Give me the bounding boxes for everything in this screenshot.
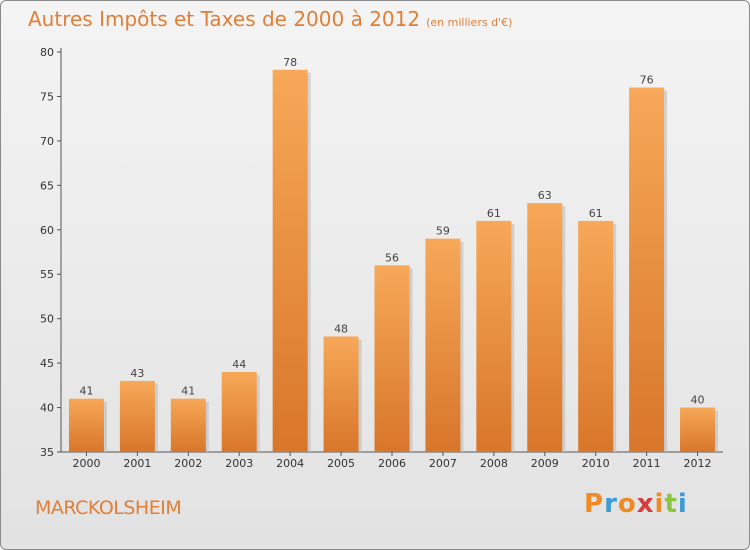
x-tick-label: 2006 xyxy=(378,457,406,470)
bar xyxy=(680,407,716,452)
x-tick-label: 2007 xyxy=(429,457,457,470)
x-tick-label: 2000 xyxy=(72,457,100,470)
bar xyxy=(374,265,410,452)
value-label: 59 xyxy=(436,225,450,238)
bar xyxy=(629,87,665,453)
x-tick-label: 2003 xyxy=(225,457,253,470)
value-label: 48 xyxy=(334,322,348,335)
logo-letter: i xyxy=(654,489,665,519)
logo-letter: P xyxy=(584,489,605,519)
value-label: 44 xyxy=(232,358,246,371)
chart-title-text: Autres Impôts et Taxes de 2000 à 2012 xyxy=(28,7,421,31)
y-tick-label: 75 xyxy=(40,90,54,103)
bar xyxy=(170,398,206,452)
x-tick-label: 2008 xyxy=(480,457,508,470)
bar xyxy=(476,220,512,452)
location-name: MARCKOLSHEIM xyxy=(35,497,182,519)
y-tick-label: 65 xyxy=(40,179,54,192)
value-label: 63 xyxy=(538,189,552,202)
x-tick-label: 2012 xyxy=(684,457,712,470)
value-label: 41 xyxy=(79,385,93,398)
bar xyxy=(68,398,104,452)
bar xyxy=(323,336,359,452)
value-label: 56 xyxy=(385,251,399,264)
proxiti-logo[interactable]: Proxiti xyxy=(584,489,688,519)
x-tick-label: 2005 xyxy=(327,457,355,470)
bar xyxy=(119,380,155,452)
x-tick-label: 2001 xyxy=(123,457,151,470)
bar xyxy=(272,69,308,453)
bar xyxy=(425,238,461,452)
y-tick-label: 80 xyxy=(40,46,54,59)
value-label: 61 xyxy=(589,207,603,220)
bar xyxy=(527,203,563,452)
logo-letter: i xyxy=(677,489,688,519)
y-tick-label: 70 xyxy=(40,135,54,148)
y-tick-label: 50 xyxy=(40,313,54,326)
y-tick-label: 55 xyxy=(40,268,54,281)
logo-letter: t xyxy=(664,489,678,519)
value-label: 43 xyxy=(130,367,144,380)
y-tick-label: 40 xyxy=(40,402,54,415)
x-tick-label: 2004 xyxy=(276,457,304,470)
bar xyxy=(221,372,257,452)
x-tick-label: 2002 xyxy=(174,457,202,470)
logo-letter: o xyxy=(617,489,637,519)
chart-unit: (en milliers d'€) xyxy=(426,16,513,29)
value-label: 61 xyxy=(487,207,501,220)
x-tick-label: 2009 xyxy=(531,457,559,470)
y-tick-label: 60 xyxy=(40,224,54,237)
value-label: 41 xyxy=(181,385,195,398)
x-tick-label: 2011 xyxy=(633,457,661,470)
x-tick-label: 2010 xyxy=(582,457,610,470)
chart-title: Autres Impôts et Taxes de 2000 à 2012 (en… xyxy=(28,7,512,31)
value-label: 40 xyxy=(691,394,705,407)
value-label: 78 xyxy=(283,56,297,69)
logo-letter: r xyxy=(604,489,618,519)
y-tick-label: 45 xyxy=(40,357,54,370)
bar xyxy=(578,220,614,452)
logo-letter: x xyxy=(636,489,655,519)
value-label: 76 xyxy=(640,74,654,87)
y-tick-label: 35 xyxy=(40,446,54,459)
